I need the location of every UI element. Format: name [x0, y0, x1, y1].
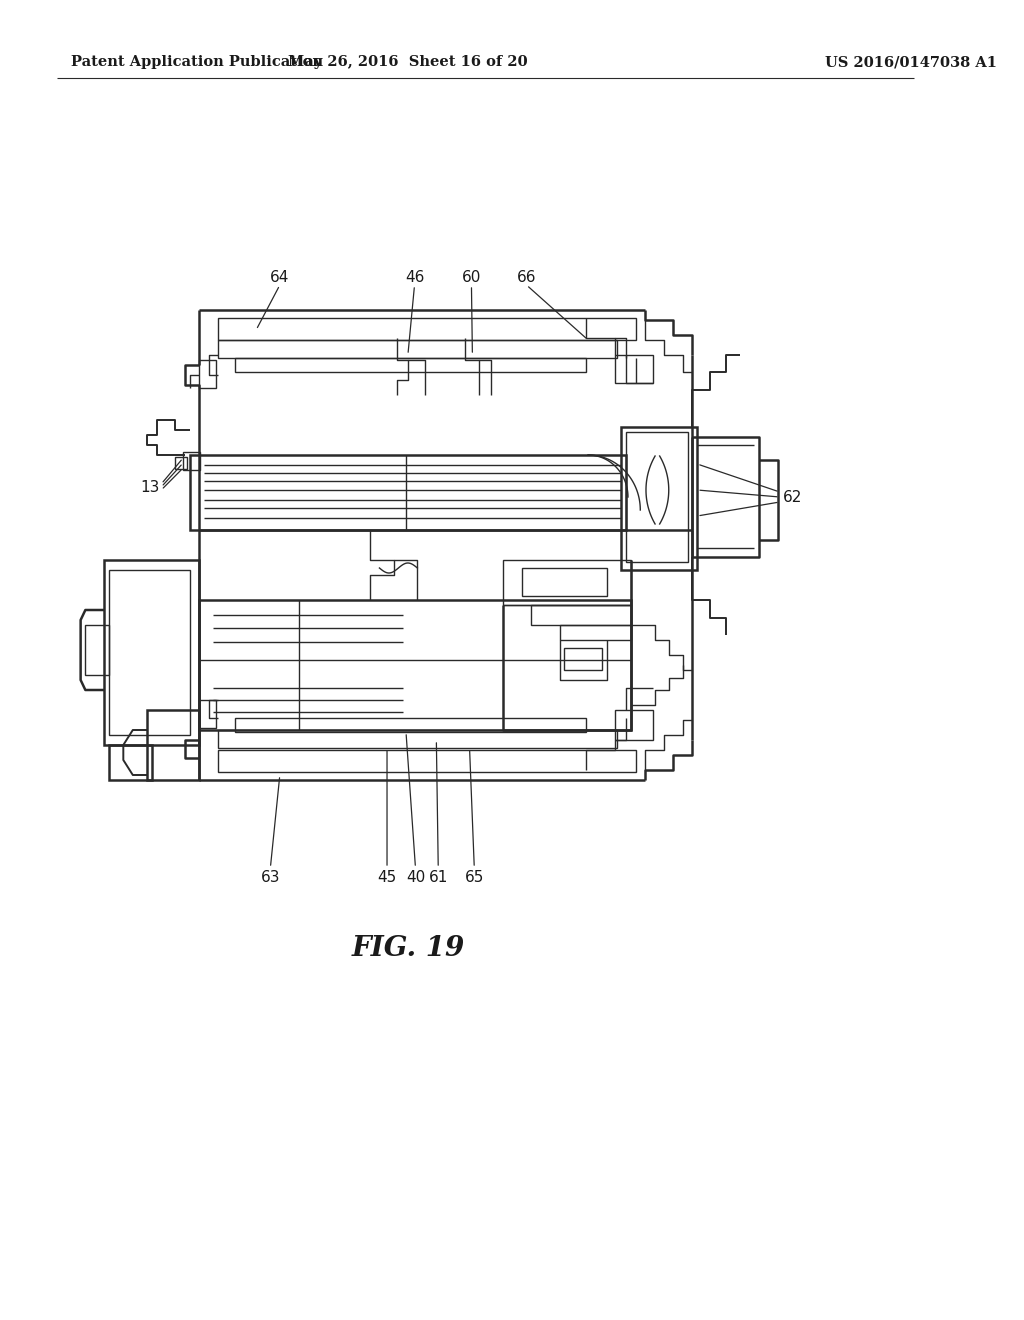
Bar [200, 700, 216, 729]
Bar [531, 605, 631, 624]
Bar [200, 360, 216, 388]
Text: 65: 65 [465, 870, 484, 884]
Bar [218, 341, 616, 358]
Text: May 26, 2016  Sheet 16 of 20: May 26, 2016 Sheet 16 of 20 [288, 55, 527, 69]
Bar [218, 318, 636, 341]
Text: 60: 60 [462, 271, 481, 285]
Bar [614, 710, 652, 741]
Bar [218, 730, 616, 748]
Bar [564, 648, 602, 671]
Text: 13: 13 [140, 480, 160, 495]
Text: 63: 63 [260, 870, 281, 884]
Text: 46: 46 [404, 271, 424, 285]
Text: 66: 66 [517, 271, 537, 285]
Bar [614, 355, 652, 383]
Bar [183, 451, 200, 470]
Text: 61: 61 [429, 870, 447, 884]
Bar [147, 710, 200, 780]
Bar [503, 560, 631, 605]
Bar [104, 560, 200, 744]
Bar [110, 744, 152, 780]
Text: FIG. 19: FIG. 19 [351, 935, 465, 962]
Text: US 2016/0147038 A1: US 2016/0147038 A1 [825, 55, 997, 69]
Text: 40: 40 [406, 870, 425, 884]
Bar [560, 624, 631, 640]
Bar [110, 570, 189, 735]
Bar [175, 457, 186, 469]
Bar [200, 601, 631, 730]
Bar [85, 624, 110, 675]
Bar [236, 358, 586, 372]
Bar [521, 568, 607, 597]
Bar [626, 432, 688, 562]
Bar [622, 426, 697, 570]
Bar [236, 718, 586, 733]
Text: 45: 45 [378, 870, 396, 884]
Text: 62: 62 [782, 490, 802, 504]
Text: Patent Application Publication: Patent Application Publication [71, 55, 324, 69]
Text: 64: 64 [270, 271, 290, 285]
Bar [189, 455, 626, 531]
Bar [218, 750, 636, 772]
